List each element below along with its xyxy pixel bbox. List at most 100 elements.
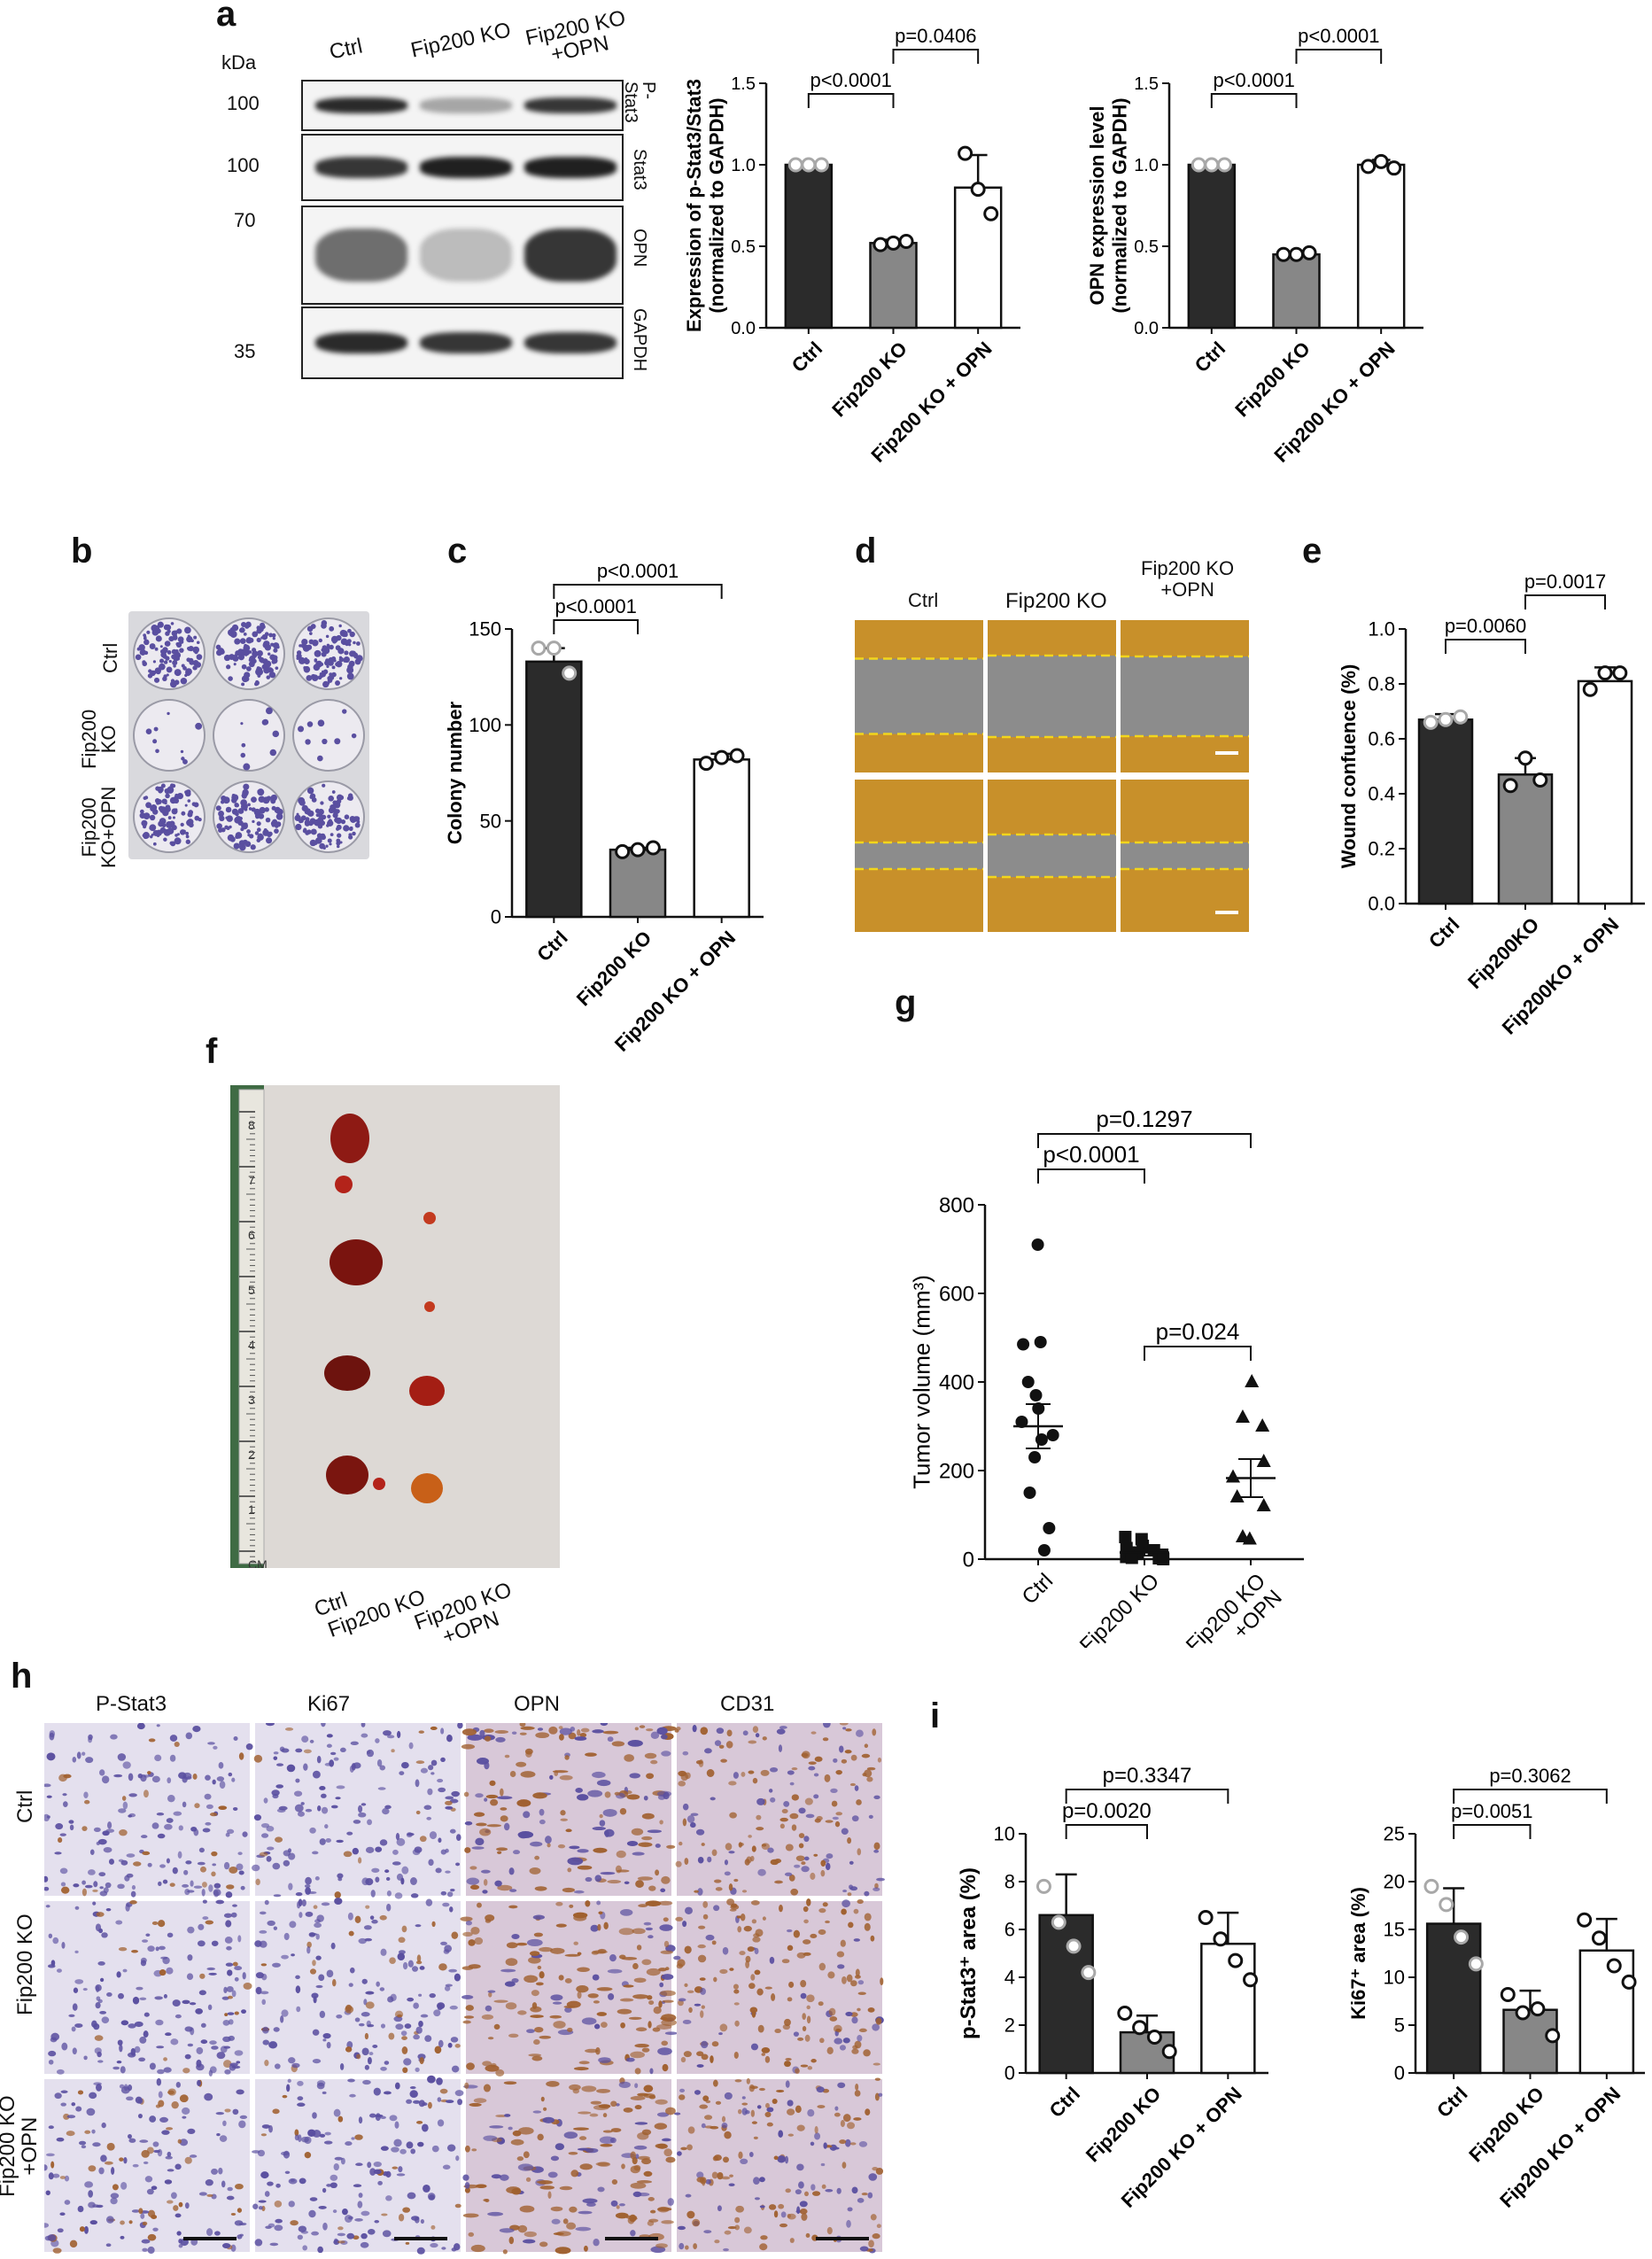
cell-nucleus (390, 1993, 397, 2001)
cell-nucleus (576, 1985, 589, 1993)
cell-nucleus (252, 2203, 259, 2209)
data-point (1582, 681, 1598, 697)
cell-nucleus (445, 1800, 453, 1805)
cell-nucleus (533, 1932, 543, 1937)
lane-label-ctrl: Ctrl (327, 34, 365, 65)
data-point (1256, 1498, 1271, 1511)
colony (143, 796, 147, 801)
cell-nucleus (614, 1791, 621, 1796)
cell-nucleus (236, 2061, 241, 2064)
colony (139, 648, 146, 656)
cell-nucleus (645, 1900, 662, 1907)
cell-nucleus (334, 1898, 343, 1905)
cell-nucleus (791, 1794, 800, 1801)
cell-nucleus (694, 2090, 701, 2095)
colony (270, 794, 277, 802)
cell-nucleus (797, 2037, 804, 2041)
cell-nucleus (99, 2010, 107, 2014)
colony (198, 818, 202, 822)
cell-nucleus (151, 1921, 159, 1926)
cell-nucleus (563, 2131, 578, 2139)
cell-nucleus (539, 2035, 552, 2039)
cell-nucleus (539, 1819, 546, 1825)
cell-nucleus (106, 1992, 112, 1997)
colony (268, 831, 273, 836)
cell-nucleus (600, 1871, 616, 1875)
cell-nucleus (661, 1974, 674, 1980)
colony (241, 742, 246, 748)
data-point (1226, 1469, 1241, 1483)
cell-nucleus (793, 1929, 801, 1938)
cell-nucleus (770, 1859, 779, 1866)
cell-nucleus (814, 1818, 821, 1823)
cell-nucleus (269, 2242, 279, 2247)
cell-nucleus (601, 2022, 608, 2029)
cell-nucleus (81, 1826, 88, 1832)
colony (241, 622, 247, 628)
cell-nucleus (656, 2112, 670, 2117)
cell-nucleus (60, 1886, 70, 1894)
cell-nucleus (272, 1794, 279, 1799)
cell-nucleus (418, 2100, 425, 2108)
cell-nucleus (283, 1850, 291, 1857)
cell-nucleus (539, 2241, 548, 2247)
cell-nucleus (764, 2111, 772, 2117)
x-tick-label-line: Fip200 KO (1075, 1569, 1164, 1648)
cell-nucleus (409, 2085, 416, 2090)
cell-nucleus (684, 1983, 688, 1988)
cell-nucleus (410, 1893, 419, 1898)
cell-nucleus (607, 1880, 622, 1884)
cell-nucleus (281, 1954, 289, 1960)
cell-nucleus (182, 1801, 187, 1808)
cell-nucleus (577, 1865, 593, 1870)
cell-nucleus (464, 2145, 470, 2153)
y-tick-label: 1.5 (731, 74, 756, 94)
cell-nucleus (828, 2007, 836, 2016)
cell-nucleus (748, 1835, 752, 1838)
p-value-label: p<0.0001 (1043, 1141, 1139, 1168)
plate-well (213, 699, 285, 772)
cell-nucleus (130, 2047, 136, 2056)
cell-nucleus (185, 1860, 192, 1865)
cell-nucleus (660, 1734, 668, 1740)
colony (328, 795, 335, 802)
p-value-label: p<0.0001 (810, 69, 891, 91)
cell-nucleus (183, 1869, 189, 1875)
comparison-bracket (1453, 1789, 1608, 1804)
cell-nucleus (555, 2247, 571, 2255)
cell-nucleus (519, 1732, 527, 1735)
cell-nucleus (415, 2067, 420, 2072)
cell-nucleus (842, 1890, 848, 1893)
colony (318, 638, 322, 643)
cell-nucleus (98, 1928, 104, 1934)
colony (179, 648, 184, 653)
cell-nucleus (61, 1941, 66, 1949)
p-value-label: p=0.0020 (1062, 1799, 1152, 1823)
colony (317, 755, 323, 762)
cell-nucleus (788, 1981, 795, 1988)
colony (143, 636, 147, 640)
colony (353, 640, 356, 645)
blot-band (420, 157, 512, 178)
wound-gap (855, 842, 983, 869)
colony (191, 802, 197, 807)
cell-nucleus (827, 1971, 835, 1979)
cell-nucleus (116, 1971, 121, 1978)
cell-nucleus (723, 2156, 729, 2163)
panel-label-e: e (1302, 532, 1322, 571)
cell-nucleus (802, 2026, 807, 2031)
cell-nucleus (122, 1761, 131, 1769)
cell-nucleus (295, 1975, 300, 1980)
cell-nucleus (847, 1837, 852, 1844)
y-tick-label: 4 (1004, 1967, 1015, 1989)
cell-nucleus (637, 1876, 654, 1881)
cell-nucleus (44, 1886, 50, 1891)
cell-nucleus (694, 2003, 702, 2007)
colony (322, 680, 330, 688)
cell-nucleus (266, 1826, 275, 1832)
cell-nucleus (375, 1738, 380, 1743)
colony (256, 821, 261, 827)
cell-nucleus (52, 2173, 60, 2178)
cell-nucleus (391, 2146, 399, 2153)
